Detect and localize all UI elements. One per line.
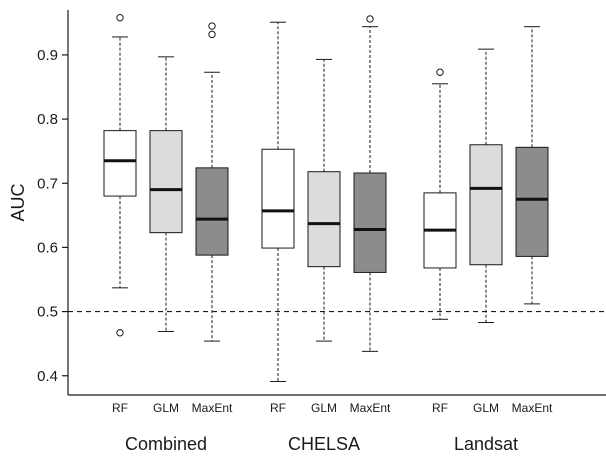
outlier-point <box>208 30 216 39</box>
y-tick-label: 0.6 <box>37 239 58 256</box>
box-landsat-rf <box>423 68 457 320</box>
category-label: RF <box>270 401 286 415</box>
x-axis-labels: RF GLM MaxEnt Combined RF GLM MaxEnt CHELSA RF GL… <box>112 401 553 454</box>
group-combined <box>103 14 229 342</box>
box-chelsa-rf <box>261 21 295 383</box>
category-label: RF <box>112 401 128 415</box>
box-landsat-maxent <box>515 26 549 305</box>
category-label: MaxEnt <box>192 401 233 415</box>
box-iqr <box>149 130 183 234</box>
category-label: MaxEnt <box>350 401 391 415</box>
y-tick-label: 0.8 <box>37 111 58 128</box>
box-landsat-glm <box>469 48 503 323</box>
box-iqr <box>515 146 549 257</box>
y-axis: 0.4 0.5 0.6 0.7 0.8 0.9 <box>37 10 606 396</box>
group-label: CHELSA <box>288 434 360 454</box>
y-tick-label: 0.4 <box>37 368 58 385</box>
category-label: MaxEnt <box>512 401 553 415</box>
box-combined-maxent <box>195 22 229 342</box>
box-iqr <box>353 172 387 273</box>
box-combined-rf <box>103 14 137 337</box>
category-label: GLM <box>473 401 499 415</box>
category-label: GLM <box>311 401 337 415</box>
y-axis-title: AUC <box>8 183 28 221</box>
group-chelsa <box>261 15 387 383</box>
box-combined-glm <box>149 56 183 332</box>
outlier-point <box>208 22 216 30</box>
y-tick-label: 0.9 <box>37 47 58 64</box>
box-iqr <box>195 167 229 256</box>
y-tick-label: 0.5 <box>37 304 58 321</box>
group-label: Combined <box>125 434 207 454</box>
y-tick-label: 0.7 <box>37 175 58 192</box>
box-iqr <box>469 144 503 266</box>
group-label: Landsat <box>454 434 518 454</box>
group-landsat <box>423 26 549 323</box>
category-label: GLM <box>153 401 179 415</box>
outlier-point <box>366 15 374 23</box>
box-iqr <box>307 171 341 268</box>
outlier-point <box>436 68 444 76</box>
box-iqr <box>103 130 137 197</box>
box-iqr <box>261 148 295 249</box>
category-label: RF <box>432 401 448 415</box>
outlier-point <box>116 329 124 337</box>
outlier-point <box>116 14 124 22</box>
plot-area <box>68 14 606 383</box>
box-chelsa-maxent <box>353 15 387 352</box>
box-chelsa-glm <box>307 58 341 342</box>
